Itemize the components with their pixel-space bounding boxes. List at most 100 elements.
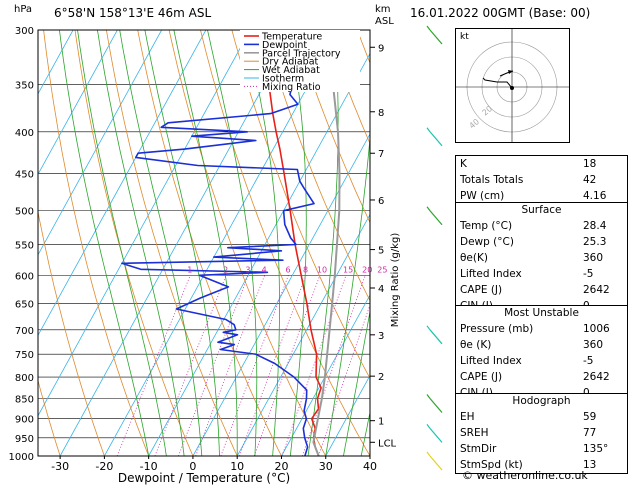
dry-adiabat-line [262, 30, 370, 302]
mixing-ratio-label: 25 [377, 265, 387, 274]
legend-entry: Isotherm [262, 74, 304, 85]
wind-barb-flag [426, 394, 431, 399]
mixing-ratio-label: 3 [245, 265, 250, 274]
km-tick-label: 1 [378, 417, 384, 428]
legend-entry: Temperature [261, 32, 322, 43]
hodograph-ring-20: 20 [481, 104, 495, 117]
hodograph-title: Hodograph [512, 395, 571, 407]
mixing-ratio-label: 20 [362, 265, 372, 274]
k-row: K 18 [456, 156, 627, 172]
surface-table: Surface Temp (°C) 28.4 Dewp (°C) 25.3 θe(K… [455, 202, 628, 315]
location-title: 6°58'N 158°13'E 46m ASL [54, 6, 212, 20]
wet-adiabat-line [173, 30, 238, 456]
pw-row: PW (cm) 4.16 [456, 188, 627, 204]
wet-adiabat-line [245, 30, 280, 456]
dry-adiabat-line [168, 30, 327, 456]
most-unstable-title: Most Unstable [504, 307, 579, 319]
wind-barb-flag [426, 25, 431, 31]
pressure-tick-label: 300 [15, 26, 34, 37]
legend-entry: Dewpoint [262, 40, 307, 51]
pressure-tick-label: 850 [15, 394, 34, 405]
temperature-tick-label: 30 [319, 460, 333, 473]
km-tick-label: 5 [378, 246, 384, 257]
mixing-ratio-label: 8 [303, 265, 308, 274]
pressure-tick-label: 750 [15, 350, 34, 361]
dry-adiabat-line [74, 30, 194, 456]
wind-barb [429, 398, 443, 413]
wind-barb-flag [426, 127, 431, 133]
dry-adiabat-line [43, 30, 150, 456]
wind-barb-flag [426, 424, 431, 429]
mixing-ratio-line [220, 275, 289, 456]
wind-barb [429, 29, 443, 45]
mixing-ratio-line [253, 275, 321, 456]
dry-adiabat-line [200, 30, 370, 456]
temperature-tick-label: -30 [51, 460, 69, 473]
wet-adiabat-line [343, 309, 370, 456]
legend-entry: Mixing Ratio [262, 82, 321, 93]
wet-adiabat-line [325, 133, 370, 456]
dry-adiabat-line [38, 379, 61, 456]
km-tick-label: 2 [378, 372, 384, 383]
pressure-tick-label: 800 [15, 373, 34, 384]
pressure-tick-label: 550 [15, 240, 34, 251]
mixing-ratio-label: 4 [262, 265, 267, 274]
wet-adiabat-line [77, 30, 167, 456]
hodograph: kt 40 20 [455, 28, 570, 143]
surface-title: Surface [521, 204, 562, 216]
hodograph-table: Hodograph EH 59 SREH 77 StmDir 135° StmSpd … [455, 393, 628, 474]
dry-adiabat-line [106, 30, 238, 456]
datetime-title: 16.01.2022 00GMT (Base: 00) [410, 6, 591, 20]
km-tick-label: 6 [378, 196, 384, 207]
wind-barb [429, 131, 443, 147]
legend-box [240, 30, 360, 92]
wet-adiabat-line [119, 30, 203, 456]
totals-row: Totals Totals 42 [456, 172, 627, 188]
temperature-tick-label: -10 [140, 460, 158, 473]
pressure-tick-label: 600 [15, 271, 34, 282]
isotherm-line [325, 374, 370, 456]
legend-entry: Wet Adiabat [262, 65, 320, 76]
isotherm-line [192, 133, 370, 456]
mixing-ratio-label: 10 [317, 265, 327, 274]
mixing-ratio-label: 1 [187, 265, 192, 274]
dry-adiabat-line [137, 30, 282, 456]
mixing-ratio-line [239, 275, 307, 456]
mixing-ratio-axis-label: Mixing Ratio (g/kg) [390, 233, 401, 328]
pressure-tick-label: 650 [15, 300, 34, 311]
pressure-tick-label: 950 [15, 434, 34, 445]
isotherm-line [236, 213, 370, 456]
isotherm-line [59, 30, 295, 456]
mixing-ratio-label: 15 [343, 265, 353, 274]
temperature-tick-label: 0 [189, 460, 196, 473]
wind-barb-flag [426, 206, 431, 212]
series-dewpoint [121, 30, 315, 456]
indices-table: K 18 Totals Totals 42 PW (cm) 4.16 [455, 155, 628, 205]
temperature-tick-label: 10 [230, 460, 244, 473]
series-parcel-trajectory [312, 30, 341, 456]
wind-barb-flag [426, 451, 431, 457]
km-tick-label: LCL [378, 438, 397, 449]
pressure-tick-label: 500 [15, 207, 34, 218]
mixing-ratio-line [195, 275, 265, 456]
km-tick-label: 9 [378, 43, 384, 54]
wind-barb [429, 428, 443, 443]
dry-adiabat-line [38, 209, 105, 456]
wind-barb-flag [426, 325, 431, 331]
wet-adiabat-line [144, 30, 220, 456]
pressure-tick-label: 900 [15, 415, 34, 426]
isotherm-line [38, 30, 74, 95]
pressure-tick-label: 350 [15, 81, 34, 92]
asl-label: ASL [375, 16, 394, 27]
km-label: km [375, 4, 391, 15]
most-unstable-table: Most Unstable Pressure (mb) 1006 θe (K) 36… [455, 305, 628, 402]
legend-entry: Parcel Trajectory [262, 48, 341, 59]
km-tick-label: 4 [378, 284, 384, 295]
pressure-tick-label: 400 [15, 128, 34, 139]
pressure-tick-label: 450 [15, 169, 34, 180]
legend-entry: Dry Adiabat [262, 57, 319, 68]
mixing-ratio-line [154, 275, 227, 456]
pressure-tick-label: 700 [15, 326, 34, 337]
